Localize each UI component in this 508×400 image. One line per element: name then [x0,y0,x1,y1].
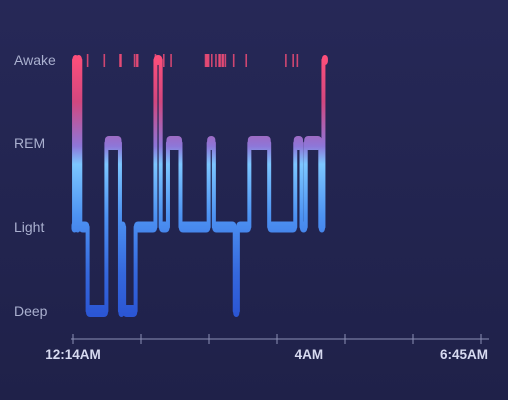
stage-segment-awake [153,55,163,65]
stage-label-rem: REM [14,135,45,151]
stage-segment-deep [86,305,108,317]
stage-segment-light [119,221,126,233]
stage-segment-awake [75,55,82,65]
stage-segment-deep [122,305,138,317]
stage-segment-light [300,221,308,233]
stage-label-awake: Awake [14,52,56,68]
stage-segment-light [178,221,211,233]
stage-segment-rem [104,136,122,150]
stage-segment-awake [321,55,328,65]
stage-segment-rem [166,136,182,150]
stage-segment-light [212,221,237,233]
time-label: 4AM [295,347,324,362]
awake-ticks [86,54,299,67]
stage-segment-rem [293,136,304,150]
stage-segment-light [134,221,157,233]
hypnogram-line [71,55,328,317]
stage-label-deep: Deep [14,303,48,319]
stage-segment-rem [207,136,216,150]
stage-segment-light [236,221,251,233]
stage-segment-light [78,221,90,233]
stage-segment-rem [304,136,322,150]
time-label: 12:14AM [45,347,101,362]
stage-segment-rem [247,136,271,150]
stage-segment-light [267,221,297,233]
stage-segment-light [159,221,170,233]
time-labels: 12:14AM 4AM 6:45AM [45,347,488,362]
time-axis [71,334,489,344]
time-label: 6:45AM [440,347,488,362]
stage-labels: Awake REM Light Deep [14,52,56,319]
stage-segment-light [318,221,325,233]
stage-label-light: Light [14,219,44,235]
stage-segment-deep [233,305,240,317]
